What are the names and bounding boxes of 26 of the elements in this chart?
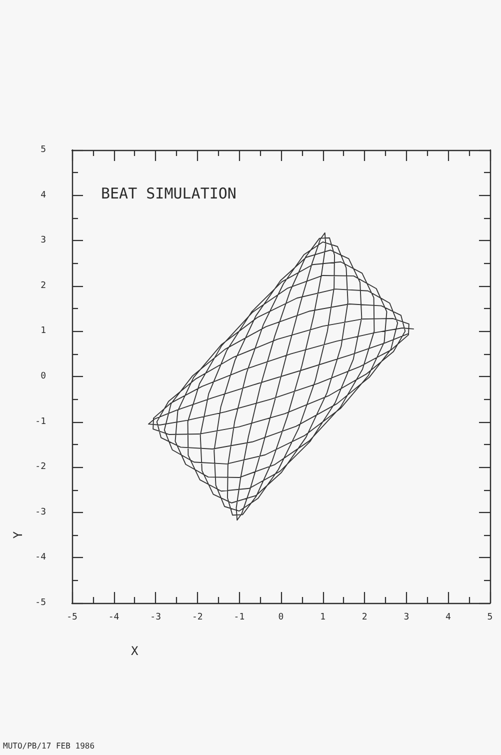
x-tick-label: -5	[66, 612, 78, 622]
y-tick-label: 2	[40, 280, 46, 291]
x-tick-label: -1	[234, 612, 245, 622]
y-tick-label: -1	[35, 416, 46, 427]
y-tick-label: 1	[40, 326, 46, 336]
text: BEAT SIMULATION	[101, 184, 236, 202]
y-tick-label: -5	[35, 598, 46, 608]
x-tick-label: 4	[445, 612, 451, 622]
text: MUTO/PB/17 FEB 1986	[3, 742, 95, 750]
y-tick-label: -3	[35, 507, 46, 518]
y-tick-label: 5	[40, 145, 46, 155]
y-tick-label: -4	[35, 552, 46, 563]
x-tick-label: 3	[404, 612, 410, 622]
x-tick-label: 0	[278, 612, 284, 622]
x-tick-label: -4	[108, 612, 120, 622]
y-tick-label: -2	[35, 462, 46, 472]
y-tick-label: 3	[40, 236, 46, 246]
y-axis-title: Y	[11, 530, 25, 539]
x-tick-label: -3	[150, 612, 162, 622]
x-axis-title: X	[131, 644, 139, 658]
y-tick-label: 0	[40, 372, 46, 382]
y-tick-label: 4	[40, 190, 46, 200]
x-tick-label: 2	[362, 612, 368, 622]
x-tick-label: 5	[487, 612, 493, 622]
x-tick-label: -2	[192, 612, 203, 622]
x-tick-label: 1	[320, 612, 326, 622]
